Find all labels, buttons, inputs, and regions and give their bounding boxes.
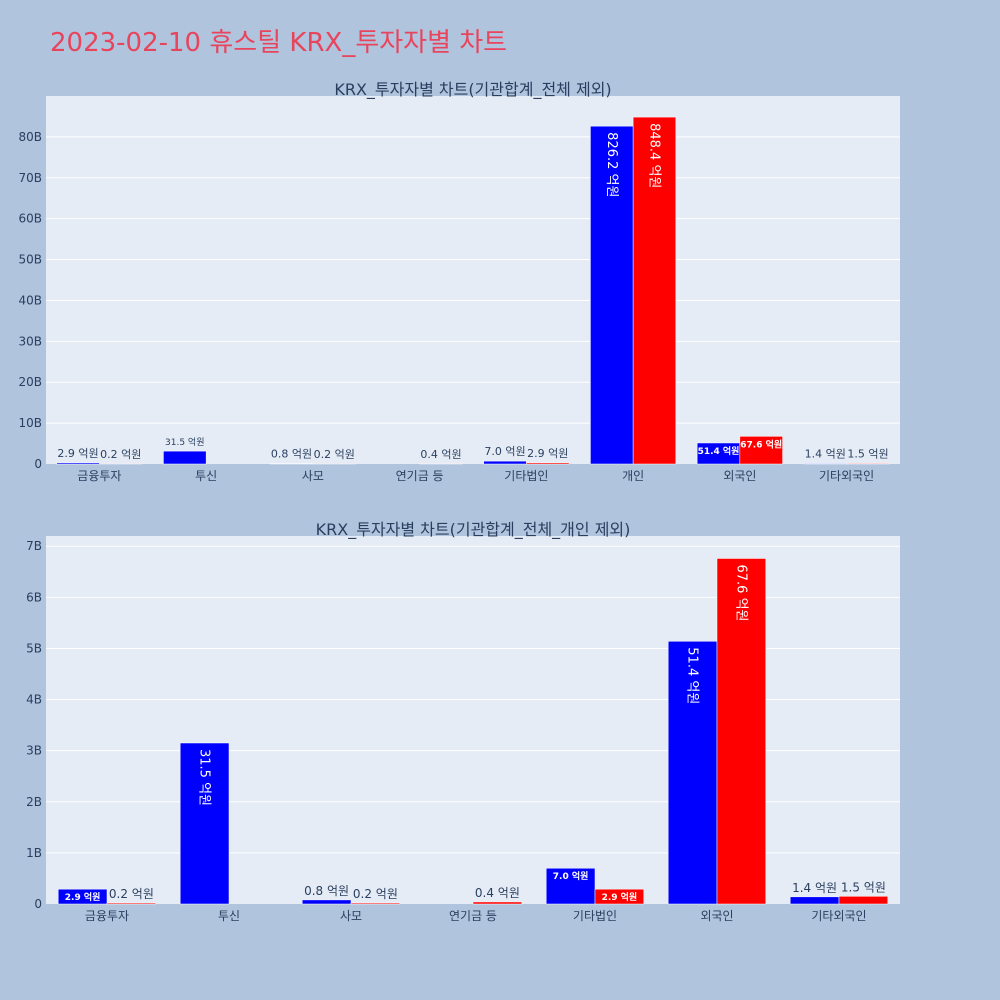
y-tick-label: 3B — [26, 744, 42, 758]
data-label: 1.5 억원 — [841, 880, 886, 894]
y-tick-label: 50B — [18, 253, 42, 267]
data-label: 0.2 억원 — [353, 887, 398, 901]
bar — [301, 899, 352, 905]
y-tick-label: 6B — [26, 590, 42, 604]
plot-area — [46, 96, 900, 464]
x-tick-label: 연기금 등 — [396, 469, 444, 483]
data-label: 51.4 억원 — [685, 647, 700, 704]
data-label: 0.2 억원 — [314, 448, 355, 461]
x-tick-label: 외국인 — [700, 909, 733, 923]
data-label: 67.6 억원 — [733, 564, 748, 621]
data-label: 0.4 억원 — [475, 886, 520, 900]
chart-title: KRX_투자자별 차트(기관합계_전체 제외) — [334, 80, 611, 100]
bar — [526, 462, 570, 465]
x-tick-label: 금융투자 — [77, 469, 121, 483]
data-label: 0.2 억원 — [100, 448, 141, 461]
bar — [106, 902, 157, 905]
x-tick-label: 기타법인 — [573, 909, 617, 923]
data-label: 31.5 억원 — [165, 436, 204, 448]
y-tick-label: 1B — [26, 846, 42, 860]
data-label: 1.4 억원 — [792, 881, 837, 895]
x-tick-label: 개인 — [622, 469, 644, 483]
y-tick-label: 0 — [34, 457, 42, 471]
bar — [483, 460, 527, 465]
y-tick-label: 60B — [18, 212, 42, 226]
x-tick-label: 사모 — [302, 469, 324, 483]
bar — [789, 896, 840, 905]
data-label: 31.5 억원 — [197, 749, 212, 806]
x-tick-label: 금융투자 — [85, 909, 129, 923]
bar — [57, 888, 108, 905]
bar — [632, 116, 677, 465]
x-tick-label: 외국인 — [723, 469, 756, 483]
bar — [594, 888, 645, 905]
bar — [179, 742, 230, 905]
bar — [545, 867, 596, 905]
data-label: 0.2 억원 — [109, 887, 154, 901]
data-label: 848.4 억원 — [646, 123, 661, 188]
y-tick-label: 30B — [18, 334, 42, 348]
data-label: 0.8 억원 — [271, 448, 312, 461]
data-label: 51.4 억원 — [698, 445, 740, 457]
data-label: 0.8 억원 — [304, 884, 349, 898]
data-label: 7.0 억원 — [553, 870, 589, 882]
y-tick-label: 10B — [18, 416, 42, 430]
plot-area — [46, 536, 900, 904]
x-tick-label: 기타외국인 — [811, 909, 866, 923]
data-label: 67.6 억원 — [740, 438, 782, 450]
y-tick-label: 0 — [34, 897, 42, 911]
bar — [590, 125, 634, 465]
y-tick-label: 80B — [18, 130, 42, 144]
x-tick-label: 투신 — [195, 469, 217, 483]
y-tick-label: 40B — [18, 293, 42, 307]
data-label: 2.9 억원 — [65, 891, 101, 903]
x-tick-label: 기타법인 — [504, 469, 548, 483]
y-tick-label: 7B — [26, 539, 42, 553]
data-label: 2.9 억원 — [602, 891, 638, 903]
x-tick-label: 사모 — [340, 909, 362, 923]
page-title: 2023-02-10 휴스틸 KRX_투자자별 차트 — [50, 28, 508, 58]
data-label: 2.9 억원 — [57, 447, 98, 460]
bar — [56, 462, 100, 465]
data-label: 0.4 억원 — [420, 448, 461, 461]
x-tick-label: 연기금 등 — [449, 909, 497, 923]
bar — [163, 450, 207, 465]
data-label: 1.4 억원 — [805, 447, 846, 460]
bar — [667, 641, 718, 905]
bar — [716, 558, 767, 905]
bar — [846, 463, 890, 465]
x-tick-label: 기타외국인 — [819, 469, 874, 483]
bar — [838, 896, 889, 905]
y-tick-label: 4B — [26, 693, 42, 707]
chart-bottom: 0 1B 2B 3B 4B 5B 6B 7B KRX_투자자별 차트(기관합계_전체_개인 제외… — [26, 520, 900, 923]
data-label: 7.0 억원 — [484, 445, 525, 458]
y-tick-label: 5B — [26, 641, 42, 655]
chart-top: 0 10B 20B 30B 40B 50B 60B 70B 80B KRX_투자자별 차트(기관합… — [18, 80, 900, 483]
y-tick-label: 20B — [18, 375, 42, 389]
data-label: 1.5 억원 — [847, 447, 888, 460]
x-tick-label: 투신 — [218, 909, 240, 923]
data-label: 826.2 억원 — [604, 132, 619, 197]
y-tick-label: 70B — [18, 171, 42, 185]
chart-title: KRX_투자자별 차트(기관합계_전체_개인 제외) — [316, 520, 631, 540]
bar — [472, 901, 523, 905]
bar — [803, 463, 847, 465]
bar — [739, 436, 783, 465]
y-tick-label: 2B — [26, 795, 42, 809]
data-label: 2.9 억원 — [527, 447, 568, 460]
bar — [350, 902, 401, 905]
